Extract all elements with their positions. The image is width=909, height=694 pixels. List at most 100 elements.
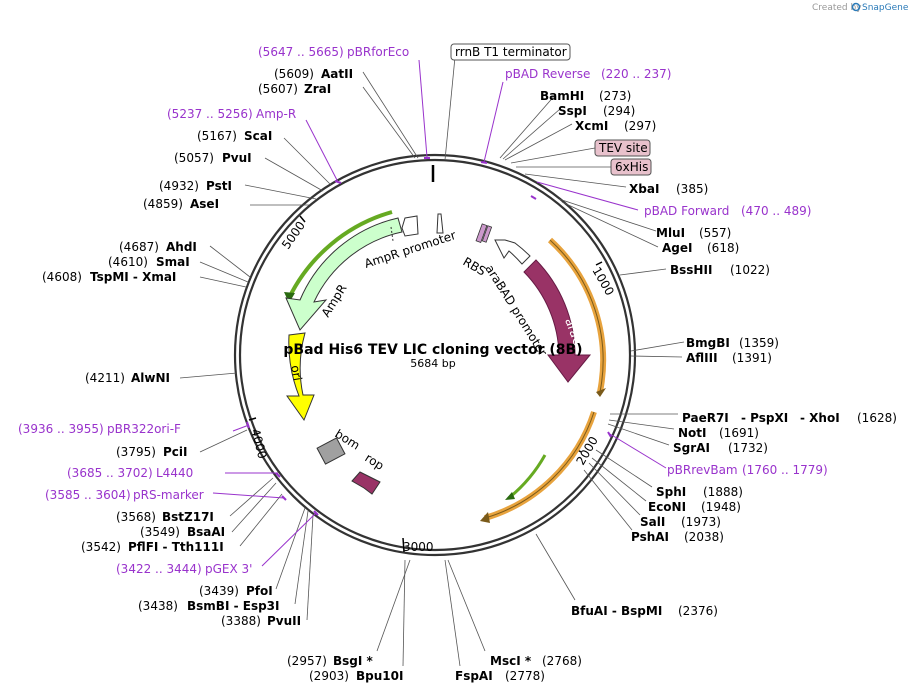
site-bsaai[interactable]: (3549) BsaAI	[140, 525, 225, 539]
svg-text:EcoNI: EcoNI	[648, 500, 686, 514]
site-paer7i-pspxi-xhoi[interactable]: PaeR7I - PspXI - XhoI (1628)	[682, 411, 897, 425]
svg-text:pRS-marker: pRS-marker	[133, 488, 204, 502]
site-sspi[interactable]: SspI (294)	[558, 104, 635, 118]
orf-arc-4	[287, 210, 393, 299]
primer-pbrrevbam[interactable]: pBRrevBam (1760 .. 1779)	[667, 463, 828, 477]
svg-text:(2903): (2903)	[309, 669, 349, 683]
site-sphi[interactable]: SphI (1888)	[656, 485, 743, 499]
svg-text:XcmI: XcmI	[575, 119, 608, 133]
site-sali[interactable]: SalI (1973)	[640, 515, 721, 529]
site-psti[interactable]: (4932) PstI	[159, 179, 232, 193]
site-bpu10i[interactable]: (2903) Bpu10I	[309, 669, 403, 683]
primer-l4440[interactable]: (3685 .. 3702) L4440	[67, 466, 193, 480]
site-tspmi-xmai[interactable]: (4608) TspMI - XmaI	[42, 270, 176, 284]
primer-pbad-forward[interactable]: pBAD Forward (470 .. 489)	[644, 204, 811, 218]
svg-text:XbaI: XbaI	[629, 182, 659, 196]
site-econi[interactable]: EcoNI (1948)	[648, 500, 741, 514]
site-mlui[interactable]: MluI (557)	[656, 226, 731, 240]
svg-text:pBAD Forward: pBAD Forward	[644, 204, 729, 218]
site-xcmi[interactable]: XcmI (297)	[575, 119, 656, 133]
site-ahdi[interactable]: (4687) AhdI	[119, 240, 197, 254]
terminator-box[interactable]: rrnB T1 terminator	[450, 43, 571, 61]
svg-text:(2778): (2778)	[505, 669, 545, 683]
site-alwni[interactable]: (4211) AlwNI	[85, 371, 170, 385]
svg-text:(3685 .. 3702): (3685 .. 3702)	[67, 466, 153, 480]
ori-feature[interactable]: ori	[286, 332, 315, 422]
site-smai[interactable]: (4610) SmaI	[108, 255, 190, 269]
backbone-outer	[233, 153, 637, 557]
site-pshai[interactable]: PshAI (2038)	[631, 530, 724, 544]
backbone-inner	[238, 158, 632, 552]
primer-pbr322ori-f[interactable]: (3936 .. 3955) pBR322ori-F	[18, 422, 181, 436]
svg-text:rrnB T1 terminator: rrnB T1 terminator	[455, 45, 567, 59]
svg-text:ZraI: ZraI	[304, 82, 331, 96]
arac-feature[interactable]: araC	[523, 259, 592, 383]
site-pfoi[interactable]: (3439) PfoI	[199, 584, 273, 598]
tev-site-box[interactable]: TEV site	[594, 139, 651, 157]
site-aatii[interactable]: (5609) AatII	[274, 67, 353, 81]
primer-leader-lines	[212, 59, 667, 567]
svg-text:SmaI: SmaI	[156, 255, 190, 269]
svg-text:AseI: AseI	[190, 197, 219, 211]
site-pcii[interactable]: (3795) PciI	[116, 445, 188, 459]
svg-text:(3549): (3549)	[140, 525, 180, 539]
svg-text:SgrAI: SgrAI	[673, 441, 710, 455]
ampr-promoter-feature[interactable]: AmpR promoter	[363, 213, 458, 271]
rop-feature[interactable]: rop	[351, 451, 386, 495]
svg-text:(5237 .. 5256): (5237 .. 5256)	[167, 107, 253, 121]
tick-marks	[248, 215, 603, 553]
site-fspai[interactable]: FspAI (2778)	[455, 669, 545, 683]
svg-text:(2768): (2768)	[542, 654, 582, 668]
svg-text:(5057): (5057)	[174, 151, 214, 165]
svg-text:BsaAI: BsaAI	[187, 525, 225, 539]
svg-text:BfuAI - BspMI: BfuAI - BspMI	[571, 604, 662, 618]
svg-text:MluI: MluI	[656, 226, 685, 240]
primer-pbad-reverse[interactable]: pBAD Reverse (220 .. 237)	[505, 67, 671, 81]
bom-feature[interactable]: bom	[316, 427, 362, 465]
site-bsgi[interactable]: (2957) BsgI *	[287, 654, 374, 668]
site-bfuai-bspmi[interactable]: BfuAI - BspMI (2376)	[571, 604, 718, 618]
svg-text:pGEX 3': pGEX 3'	[205, 562, 252, 576]
svg-text:(294): (294)	[603, 104, 635, 118]
svg-text:pBAD Reverse: pBAD Reverse	[505, 67, 590, 81]
site-bsmbi-esp3i[interactable]: (3438) BsmBI - Esp3I	[138, 599, 279, 613]
arabad-promoter-feature[interactable]: araBAD promoter	[482, 239, 550, 359]
svg-text:pBRforEco: pBRforEco	[347, 45, 409, 59]
site-asei[interactable]: (4859) AseI	[143, 197, 219, 211]
svg-text:L4440: L4440	[156, 466, 193, 480]
svg-text:(3388): (3388)	[221, 614, 261, 628]
site-bsshii[interactable]: BssHII (1022)	[670, 263, 770, 277]
site-sgrai[interactable]: SgrAI (1732)	[673, 441, 768, 455]
site-pvuii[interactable]: (3388) PvuII	[221, 614, 301, 628]
svg-text:(3936 .. 3955): (3936 .. 3955)	[18, 422, 104, 436]
site-afliii[interactable]: AflIII (1391)	[686, 351, 772, 365]
svg-text:PfoI: PfoI	[246, 584, 273, 598]
site-bamhi[interactable]: BamHI (273)	[540, 89, 631, 103]
primer-prs-marker[interactable]: (3585 .. 3604) pRS-marker	[45, 488, 204, 502]
site-agei[interactable]: AgeI (618)	[662, 241, 739, 255]
site-leader-lines	[179, 56, 685, 667]
svg-text:AflIII: AflIII	[686, 351, 718, 365]
primer-labels: (5647 .. 5665) pBRforEco (5237 .. 5256) …	[18, 45, 828, 576]
svg-text:6xHis: 6xHis	[615, 160, 648, 174]
svg-text:AgeI: AgeI	[662, 241, 692, 255]
svg-text:(1760 .. 1779): (1760 .. 1779)	[742, 463, 828, 477]
primer-amp-r[interactable]: (5237 .. 5256) Amp-R	[167, 107, 296, 121]
tick-1000: 1000	[589, 265, 616, 298]
primer-pbrforeco[interactable]: (5647 .. 5665) pBRforEco	[258, 45, 409, 59]
svg-text:(1628): (1628)	[857, 411, 897, 425]
site-pvui[interactable]: (5057) PvuI	[174, 151, 252, 165]
site-bstz17i[interactable]: (3568) BstZ17I	[116, 510, 214, 524]
site-bmgbi[interactable]: BmgBI (1359)	[686, 336, 779, 350]
site-zrai[interactable]: (5607) ZraI	[258, 82, 331, 96]
svg-text:PaeR7I: PaeR7I	[682, 411, 729, 425]
svg-text:(4608): (4608)	[42, 270, 82, 284]
primer-pgex3[interactable]: (3422 .. 3444) pGEX 3'	[116, 562, 252, 576]
site-scai[interactable]: (5167) ScaI	[197, 129, 272, 143]
site-noti[interactable]: NotI (1691)	[678, 426, 759, 440]
site-msci[interactable]: MscI * (2768)	[490, 654, 582, 668]
his-tag-box[interactable]: 6xHis	[610, 158, 652, 176]
site-pflfi-tth111i[interactable]: (3542) PflFI - Tth111I	[81, 540, 224, 554]
site-xbai[interactable]: XbaI (385)	[629, 182, 708, 196]
svg-text:pBRrevBam: pBRrevBam	[667, 463, 738, 477]
